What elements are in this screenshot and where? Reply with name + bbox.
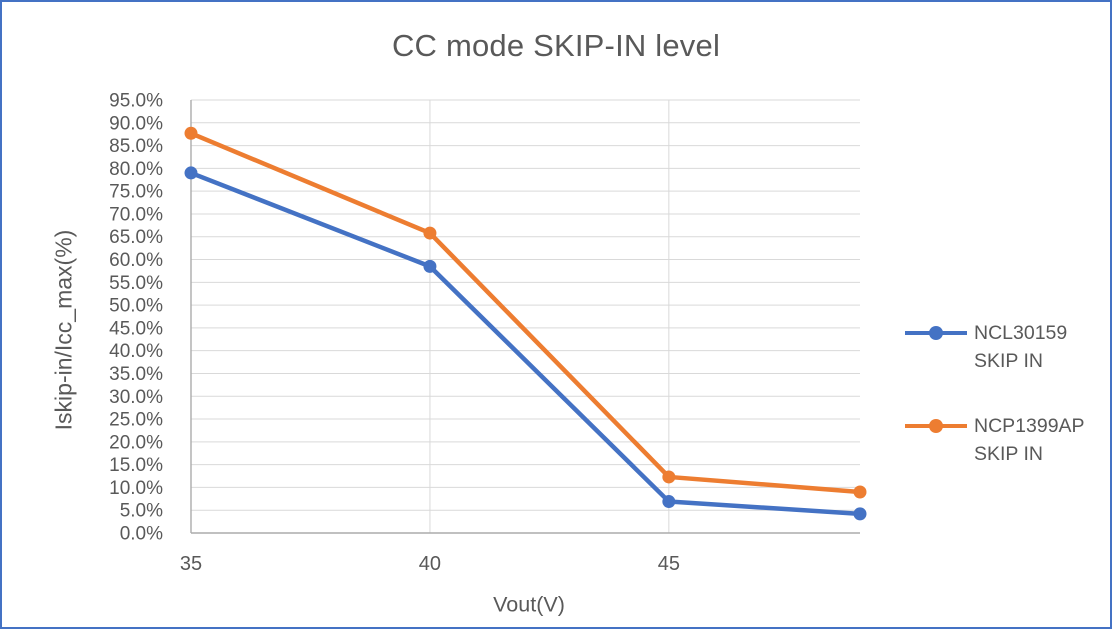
legend-marker-line-dot-icon <box>905 412 967 440</box>
y-tick-label: 60.0% <box>109 250 163 271</box>
y-tick-label: 15.0% <box>109 455 163 476</box>
y-tick-label: 35.0% <box>109 364 163 385</box>
x-axis-title: Vout(V) <box>493 592 565 617</box>
series-marker <box>853 485 867 499</box>
legend: NCL30159 SKIP IN NCP1399AP SKIP IN <box>905 319 1110 505</box>
series-line <box>188 170 863 517</box>
legend-marker-line-dot-icon <box>905 319 967 347</box>
legend-label: NCP1399AP SKIP IN <box>974 415 1085 465</box>
legend-label: NCL30159 SKIP IN <box>974 322 1068 372</box>
y-tick-label: 50.0% <box>109 296 163 317</box>
y-tick-label: 85.0% <box>109 136 163 157</box>
series-marker <box>662 470 676 484</box>
series-marker <box>853 507 867 521</box>
y-tick-label: 65.0% <box>109 227 163 248</box>
series-marker <box>662 495 676 509</box>
y-tick-label: 95.0% <box>109 91 163 112</box>
x-tick-label: 40 <box>419 553 441 575</box>
series-marker <box>423 259 437 273</box>
y-tick-label: 80.0% <box>109 159 163 180</box>
y-tick-label: 10.0% <box>109 478 163 499</box>
series-line <box>188 131 863 495</box>
series-marker <box>184 166 198 180</box>
y-tick-label: 70.0% <box>109 204 163 225</box>
x-tick-label: 45 <box>658 553 680 575</box>
y-tick-label: 20.0% <box>109 432 163 453</box>
y-tick-label: 30.0% <box>109 387 163 408</box>
y-tick-label: 0.0% <box>120 524 163 545</box>
series-marker <box>423 226 437 240</box>
series-marker <box>184 126 198 140</box>
y-tick-label: 75.0% <box>109 182 163 203</box>
y-tick-label: 5.0% <box>120 501 163 522</box>
y-tick-label: 90.0% <box>109 113 163 134</box>
legend-item-ncl30159: NCL30159 SKIP IN <box>905 319 1110 375</box>
y-tick-label: 55.0% <box>109 273 163 294</box>
legend-item-ncp1399ap: NCP1399AP SKIP IN <box>905 412 1110 468</box>
y-tick-label: 25.0% <box>109 410 163 431</box>
y-axis-title: Iskip-in/Icc_max(%) <box>50 229 77 431</box>
x-tick-label: 35 <box>180 553 202 575</box>
y-tick-label: 40.0% <box>109 341 163 362</box>
y-tick-label: 45.0% <box>109 318 163 339</box>
chart-title: CC mode SKIP-IN level <box>391 28 721 63</box>
